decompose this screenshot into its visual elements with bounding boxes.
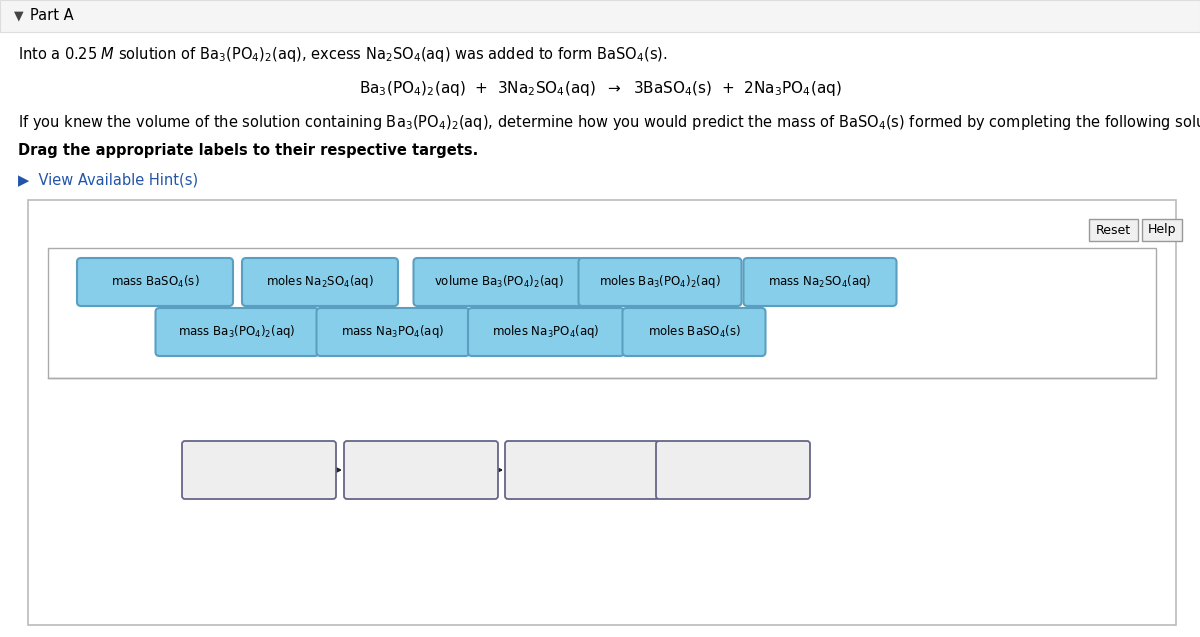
- FancyBboxPatch shape: [1090, 219, 1138, 241]
- Text: moles Na$_3$PO$_4$(aq): moles Na$_3$PO$_4$(aq): [492, 324, 600, 341]
- Bar: [0, 0, 1200, 32]
- FancyBboxPatch shape: [344, 441, 498, 499]
- Text: moles Na$_2$SO$_4$(aq): moles Na$_2$SO$_4$(aq): [266, 273, 374, 290]
- Text: volume Ba$_3$(PO$_4$)$_2$(aq): volume Ba$_3$(PO$_4$)$_2$(aq): [434, 273, 564, 290]
- Text: Part A: Part A: [30, 8, 73, 24]
- FancyBboxPatch shape: [656, 441, 810, 499]
- FancyBboxPatch shape: [182, 441, 336, 499]
- FancyBboxPatch shape: [77, 258, 233, 306]
- FancyBboxPatch shape: [578, 258, 742, 306]
- FancyBboxPatch shape: [505, 441, 659, 499]
- FancyBboxPatch shape: [242, 258, 398, 306]
- Text: Help: Help: [1147, 224, 1176, 236]
- Text: moles Ba$_3$(PO$_4$)$_2$(aq): moles Ba$_3$(PO$_4$)$_2$(aq): [599, 273, 721, 290]
- Text: mass Na$_2$SO$_4$(aq): mass Na$_2$SO$_4$(aq): [768, 273, 871, 290]
- FancyBboxPatch shape: [156, 308, 318, 356]
- FancyBboxPatch shape: [317, 308, 469, 356]
- Text: ▶  View Available Hint(s): ▶ View Available Hint(s): [18, 173, 198, 187]
- FancyBboxPatch shape: [623, 308, 766, 356]
- Text: Drag the appropriate labels to their respective targets.: Drag the appropriate labels to their res…: [18, 143, 479, 157]
- Text: mass Na$_3$PO$_4$(aq): mass Na$_3$PO$_4$(aq): [341, 324, 445, 341]
- Text: If you knew the volume of the solution containing Ba$_3$(PO$_4$)$_2$(aq), determ: If you knew the volume of the solution c…: [18, 113, 1200, 131]
- Bar: [48, 248, 1156, 378]
- Text: mass Ba$_3$(PO$_4$)$_2$(aq): mass Ba$_3$(PO$_4$)$_2$(aq): [179, 324, 295, 341]
- Text: Into a 0.25 $M$ solution of Ba$_3$(PO$_4$)$_2$(aq), excess Na$_2$SO$_4$(aq) was : Into a 0.25 $M$ solution of Ba$_3$(PO$_4…: [18, 45, 667, 64]
- FancyBboxPatch shape: [1142, 219, 1182, 241]
- Text: Ba$_3$(PO$_4$)$_2$(aq)  +  3Na$_2$SO$_4$(aq)  $\rightarrow$  3BaSO$_4$(s)  +  2N: Ba$_3$(PO$_4$)$_2$(aq) + 3Na$_2$SO$_4$(a…: [359, 78, 841, 97]
- Text: mass BaSO$_4$(s): mass BaSO$_4$(s): [110, 274, 199, 290]
- FancyBboxPatch shape: [414, 258, 584, 306]
- Text: moles BaSO$_4$(s): moles BaSO$_4$(s): [648, 324, 740, 340]
- Text: ▼: ▼: [14, 10, 24, 22]
- FancyBboxPatch shape: [744, 258, 896, 306]
- FancyBboxPatch shape: [468, 308, 624, 356]
- Bar: [28, 200, 1176, 625]
- Text: Reset: Reset: [1096, 224, 1132, 236]
